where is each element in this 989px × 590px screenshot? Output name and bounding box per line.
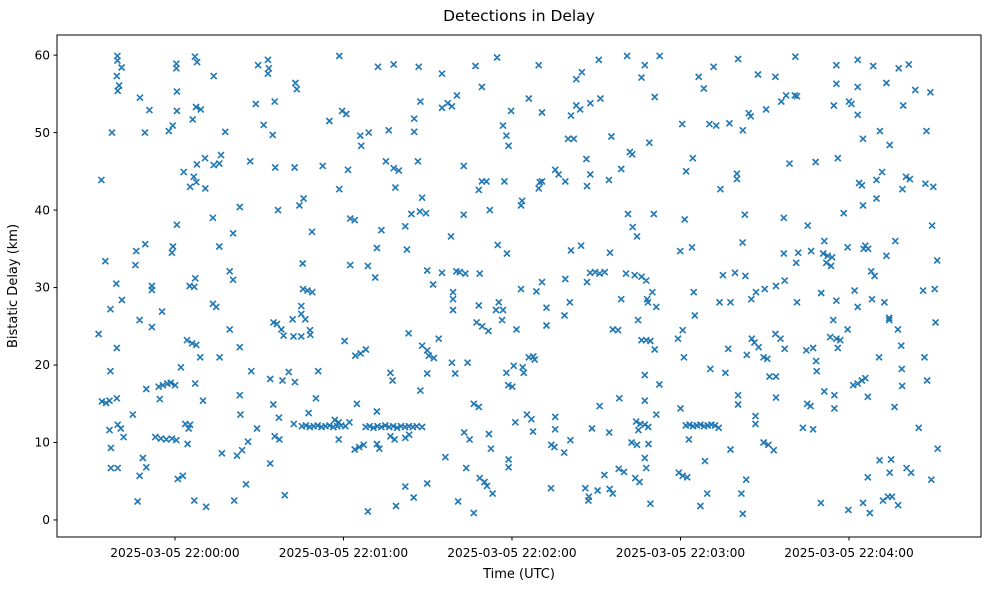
y-tick-label: 0 xyxy=(42,513,50,527)
y-tick-label: 40 xyxy=(34,203,50,217)
x-tick-label: 2025-03-05 22:03:00 xyxy=(616,546,745,560)
chart-title: Detections in Delay xyxy=(443,7,595,25)
x-tick-label: 2025-03-05 22:02:00 xyxy=(447,546,576,560)
scatter-markers xyxy=(95,52,942,518)
x-axis-ticks: 2025-03-05 22:00:00 2025-03-05 22:01:00 20… xyxy=(110,537,914,560)
y-tick-label: 20 xyxy=(34,358,50,372)
x-tick-label: 2025-03-05 22:01:00 xyxy=(279,546,408,560)
y-tick-label: 30 xyxy=(34,281,50,295)
x-tick-label: 2025-03-05 22:04:00 xyxy=(784,546,913,560)
x-tick-label: 2025-03-05 22:00:00 xyxy=(110,546,239,560)
y-axis-label: Bistatic Delay (km) xyxy=(6,224,21,348)
x-axis-label: Time (UTC) xyxy=(482,567,555,582)
y-tick-label: 50 xyxy=(34,126,50,140)
y-tick-label: 60 xyxy=(34,48,50,62)
y-axis-ticks: 0 10 20 30 40 50 60 xyxy=(34,48,57,527)
y-tick-label: 10 xyxy=(34,436,50,450)
